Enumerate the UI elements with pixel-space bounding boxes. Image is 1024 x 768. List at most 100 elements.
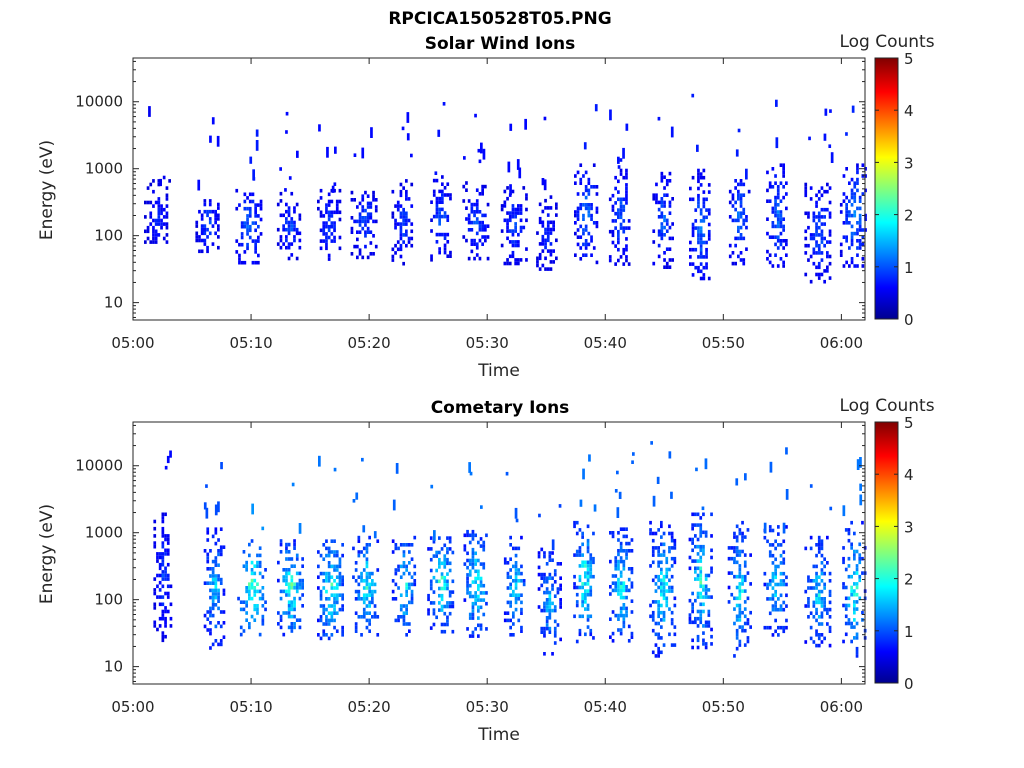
spectrogram-cell xyxy=(548,551,552,555)
spectrogram-cell xyxy=(256,611,259,615)
spectrogram-cell xyxy=(500,229,504,233)
spectrogram-cell xyxy=(559,583,562,588)
spectrogram-cell xyxy=(776,217,780,221)
spectrogram-cell xyxy=(427,597,430,602)
spectrogram-cell xyxy=(691,229,695,234)
spectrogram-cell xyxy=(358,212,362,216)
spectrogram-cell xyxy=(330,232,334,236)
spectrogram-cell xyxy=(768,611,772,616)
spectrogram-cell xyxy=(741,520,744,525)
spectrogram-cell xyxy=(470,210,474,214)
spectrogram-cell xyxy=(611,531,615,535)
spectrogram-cell xyxy=(517,232,520,237)
spectrogram-cell xyxy=(617,549,620,553)
spectrogram-cell xyxy=(592,636,595,640)
spectrogram-cell xyxy=(441,196,444,201)
spectrogram-cell xyxy=(826,251,829,255)
spectrogram-cell xyxy=(248,214,252,218)
spectrogram-cell xyxy=(617,628,620,632)
spectrogram-cell xyxy=(480,505,483,509)
spectrogram-cell xyxy=(219,642,223,647)
spectrogram-cell xyxy=(540,626,544,631)
spectrogram-cell xyxy=(608,197,612,202)
spectrogram-cell xyxy=(358,248,362,252)
spectrogram-cell xyxy=(823,222,826,226)
spectrogram-cell xyxy=(670,491,673,499)
spectrogram-cell xyxy=(622,595,626,600)
spectrogram-cell xyxy=(443,604,447,609)
colorbar-tick-label: 5 xyxy=(904,50,914,68)
spectrogram-cell xyxy=(739,251,743,255)
spectrogram-cell xyxy=(477,616,480,620)
spectrogram-cell xyxy=(619,201,623,205)
spectrogram-cell xyxy=(583,142,587,150)
spectrogram-cell xyxy=(153,606,157,610)
spectrogram-cell xyxy=(298,625,302,630)
spectrogram-cell xyxy=(161,602,165,607)
spectrogram-cell xyxy=(514,222,517,226)
spectrogram-cell xyxy=(319,196,323,200)
spectrogram-cell xyxy=(704,534,708,538)
spectrogram-cell xyxy=(660,571,663,575)
spectrogram-cell xyxy=(546,213,550,217)
spectrogram-cell xyxy=(654,574,658,579)
spectrogram-cell xyxy=(839,253,843,257)
spectrogram-cell xyxy=(823,189,826,194)
spectrogram-cell xyxy=(858,206,862,211)
spectrogram-cell xyxy=(399,229,403,234)
spectrogram-cell xyxy=(551,558,554,562)
spectrogram-cell xyxy=(697,237,700,241)
spectrogram-cell xyxy=(438,557,441,562)
spectrogram-cell xyxy=(768,579,772,583)
spectrogram-cell xyxy=(514,568,518,572)
spectrogram-cell xyxy=(338,210,342,215)
spectrogram-cell xyxy=(820,258,824,262)
spectrogram-cell xyxy=(820,215,824,219)
spectrogram-cell xyxy=(733,574,736,579)
spectrogram-cell xyxy=(543,605,546,609)
spectrogram-cell xyxy=(438,218,441,222)
spectrogram-cell xyxy=(555,213,558,217)
spectrogram-cell xyxy=(503,200,507,205)
spectrogram-cell xyxy=(541,242,545,246)
spectrogram-cell xyxy=(576,242,580,247)
spectrogram-cell xyxy=(235,206,239,211)
spectrogram-cell xyxy=(673,596,677,601)
spectrogram-cell xyxy=(396,222,400,226)
spectrogram-cell xyxy=(696,634,700,639)
spectrogram-cell xyxy=(443,193,447,197)
spectrogram-cell xyxy=(541,234,545,239)
spectrogram-cell xyxy=(330,618,334,623)
spectrogram-cell xyxy=(662,614,666,619)
spectrogram-cell xyxy=(481,213,484,218)
spectrogram-cell xyxy=(203,238,207,243)
spectrogram-cell xyxy=(549,231,553,235)
spectrogram-cell xyxy=(809,279,813,284)
spectrogram-cell xyxy=(511,214,515,219)
spectrogram-cell xyxy=(430,254,433,258)
spectrogram-cell xyxy=(737,211,740,215)
spectrogram-cell xyxy=(484,184,487,189)
spectrogram-cell xyxy=(735,636,739,640)
spectrogram-cell xyxy=(438,200,441,204)
spectrogram-cell xyxy=(511,254,515,259)
spectrogram-cell xyxy=(479,583,483,588)
spectrogram-cell xyxy=(552,227,555,232)
spectrogram-cell xyxy=(546,224,550,228)
spectrogram-cell xyxy=(649,520,652,525)
spectrogram-cell xyxy=(779,163,783,167)
spectrogram-cell xyxy=(338,571,342,576)
spectrogram-cell xyxy=(467,256,471,261)
spectrogram-cell xyxy=(405,564,408,569)
spectrogram-cell xyxy=(670,610,674,615)
spectrogram-cell xyxy=(768,550,772,554)
spectrogram-cell xyxy=(743,560,747,565)
spectrogram-cell xyxy=(702,276,706,281)
spectrogram-cell xyxy=(660,535,663,539)
spectrogram-cell xyxy=(512,546,515,551)
spectrogram-cell xyxy=(462,199,466,203)
spectrogram-cell xyxy=(479,591,483,595)
spectrogram-cell xyxy=(466,533,469,538)
spectrogram-cell xyxy=(362,611,366,615)
spectrogram-cell xyxy=(325,206,328,211)
